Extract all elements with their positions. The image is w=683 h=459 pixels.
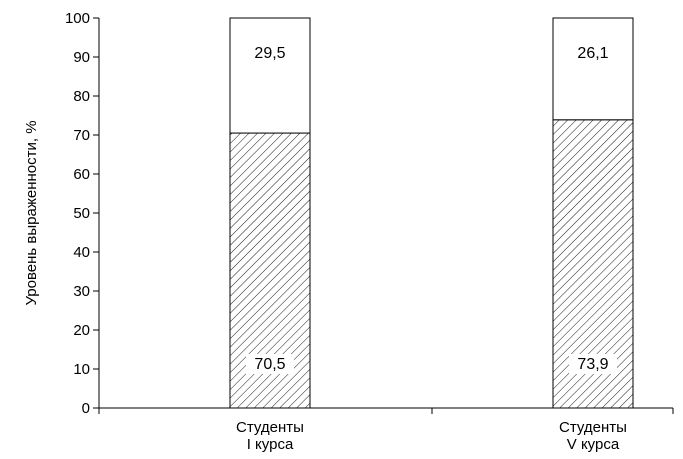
y-tick-label: 10 [73,361,90,378]
bars [229,17,634,409]
data-label-bg [569,354,617,374]
axes: 0 10 20 30 40 50 60 70 80 90 100 [65,10,674,417]
y-tick-label: 20 [73,322,90,339]
y-tick-label: 30 [73,283,90,300]
data-label: 29,5 [254,45,285,62]
y-tick-label: 0 [82,400,90,417]
y-tick-label: 40 [73,244,90,261]
bar-segment-upper [229,17,311,134]
data-label: 26,1 [577,45,608,62]
y-tick-label: 90 [73,49,90,66]
bar-segment-upper [552,17,634,121]
y-tick-label: 100 [65,10,90,27]
y-tick-label: 50 [73,205,90,222]
x-category-label: Студенты V курса [559,419,627,453]
data-label: 73,9 [577,356,608,373]
y-tick-label: 80 [73,88,90,105]
data-label: 70,5 [254,356,285,373]
y-tick-label: 70 [73,127,90,144]
y-axis-label: Уровень выраженности, % [23,120,40,305]
x-category-label: Студенты I курса [236,419,304,453]
y-tick-label: 60 [73,166,90,183]
data-label-bg [246,354,294,374]
labels: 70,5 29,5 Студенты I курса 73,9 26,1 Студенты V… [236,45,627,453]
